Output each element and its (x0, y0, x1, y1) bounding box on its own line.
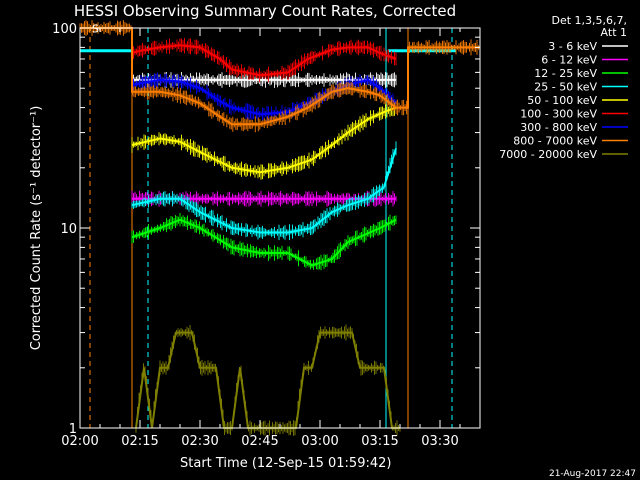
chart-title: HESSI Observing Summary Count Rates, Cor… (74, 2, 456, 20)
y-axis-label: Corrected Count Rate (s⁻¹ detector⁻¹) (29, 106, 44, 351)
x-tick-label-3: 02:45 (241, 434, 278, 449)
series-6 (131, 72, 397, 122)
x-tick-label-0: 02:00 (61, 434, 98, 449)
y-tick-label-2: 100 (52, 22, 77, 37)
x-tick-label-2: 02:30 (181, 434, 218, 449)
legend-label-0: 3 - 6 keV (548, 40, 597, 53)
x-tick-label-4: 03:00 (301, 434, 338, 449)
series-noise-2 (131, 213, 397, 271)
legend-label-2: 12 - 25 keV (534, 67, 597, 80)
series-3 (131, 141, 397, 241)
legend-header-1: Att 1 (601, 26, 627, 39)
y-tick-label-1: 10 (60, 222, 77, 237)
legend-label-8: 7000 - 20000 keV (499, 148, 597, 161)
plot-area: S (79, 20, 481, 436)
legend-label-6: 300 - 800 keV (520, 121, 597, 134)
x-tick-label-5: 03:15 (361, 434, 398, 449)
legend-label-1: 6 - 12 keV (541, 54, 597, 67)
footer-timestamp: 21-Aug-2017 22:47 (549, 469, 636, 479)
legend-label-5: 100 - 300 keV (520, 108, 597, 121)
legend-label-7: 800 - 7000 keV (513, 135, 597, 148)
y-tick-label-0: 1 (69, 422, 77, 437)
axes: 02:00 02:15 02:30 02:45 03:00 03:15 03:30 1 10 10… (52, 22, 480, 449)
legend-label-3: 25 - 50 keV (534, 81, 597, 94)
x-tick-label-1: 02:15 (121, 434, 158, 449)
x-tick-label-6: 03:30 (421, 434, 458, 449)
series-noise-3 (131, 141, 397, 241)
legend-label-4: 50 - 100 keV (527, 94, 597, 107)
x-axis-label: Start Time (12-Sep-15 01:59:42) (180, 456, 391, 471)
legend-header-0: Det 1,3,5,6,7, (551, 14, 627, 27)
annotation-0: S (92, 22, 99, 35)
series-2 (131, 213, 397, 271)
series-noise-4 (131, 100, 397, 180)
series-4 (131, 100, 397, 180)
